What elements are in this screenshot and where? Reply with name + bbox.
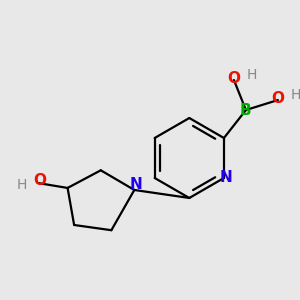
Text: H: H (291, 88, 300, 102)
Text: H: H (247, 68, 257, 82)
Text: O: O (227, 70, 240, 86)
Text: B: B (240, 103, 252, 118)
Text: N: N (130, 178, 143, 193)
Text: H: H (16, 178, 27, 192)
Text: O: O (33, 173, 46, 188)
Text: O: O (272, 91, 284, 106)
Text: N: N (220, 170, 232, 185)
